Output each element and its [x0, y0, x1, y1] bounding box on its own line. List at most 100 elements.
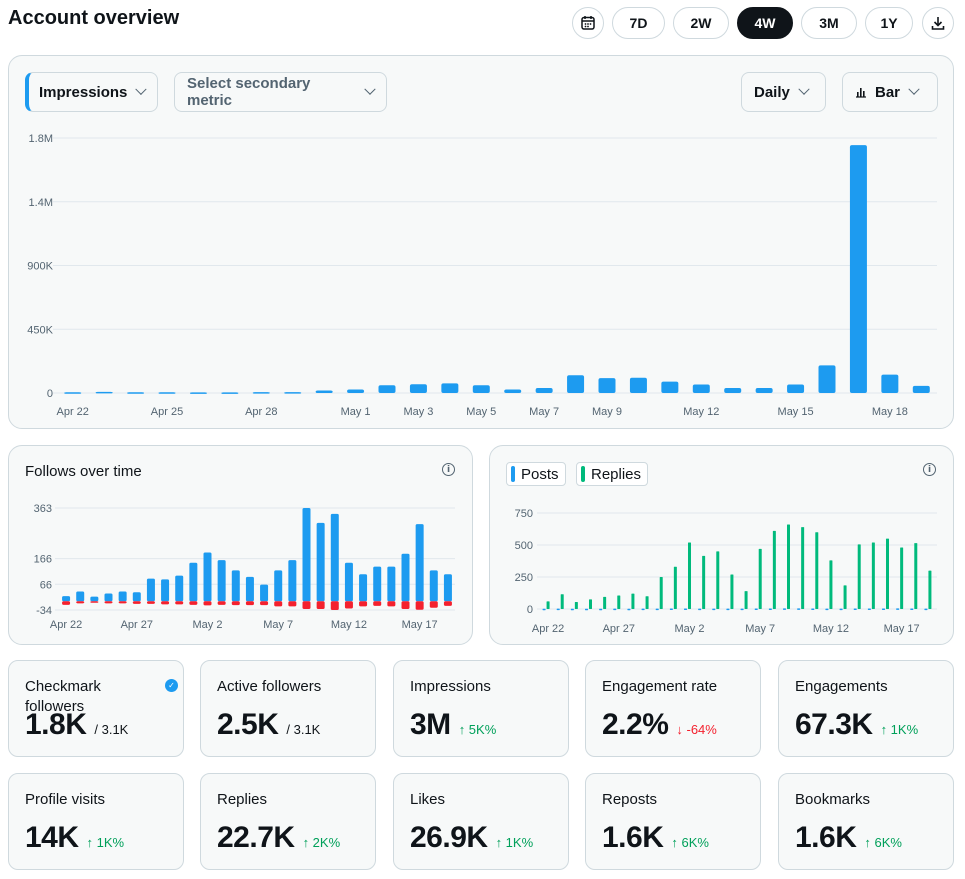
info-icon[interactable]: i — [442, 463, 455, 476]
metric-card-engagements[interactable]: Engagements 67.3K ↑ 1K% — [778, 660, 954, 757]
bar-posts — [698, 608, 702, 611]
chart-type-dropdown[interactable]: Bar — [842, 72, 938, 112]
bar-unfollows — [288, 601, 297, 607]
bar-posts — [740, 608, 744, 611]
chevron-down-icon — [135, 83, 147, 95]
metric-label: Reposts — [602, 791, 658, 808]
range-2w-button[interactable]: 2W — [673, 7, 729, 39]
x-tick-label: Apr 27 — [603, 623, 635, 635]
range-4w-button[interactable]: 4W — [737, 7, 793, 39]
bar-impressions — [629, 377, 647, 393]
bar-replies — [546, 601, 550, 609]
x-tick-label: May 2 — [193, 619, 223, 631]
metric-delta: ↑ 1K% — [495, 835, 534, 850]
metric-card-active-followers[interactable]: Active followers 2.5K / 3.1K — [200, 660, 376, 757]
bar-replies — [900, 547, 904, 609]
bar-follows — [302, 508, 311, 602]
bar-impressions — [472, 385, 490, 393]
bar-unfollows — [62, 601, 71, 605]
legend-posts[interactable]: Posts — [506, 462, 566, 486]
metric-delta: ↑ 1K% — [880, 722, 919, 737]
y-tick-label: 1.4M — [29, 197, 53, 209]
bar-unfollows — [260, 601, 269, 606]
bar-replies — [659, 577, 663, 609]
x-tick-label: Apr 22 — [532, 623, 564, 635]
y-tick-label: -34 — [36, 605, 52, 617]
y-tick-label: 250 — [515, 572, 533, 584]
bar-follows — [359, 574, 368, 602]
bar-follows — [132, 592, 141, 602]
metric-label: Engagements — [795, 678, 888, 695]
bar-impressions — [221, 392, 239, 394]
info-icon[interactable]: i — [923, 463, 936, 476]
y-tick-label: 450K — [27, 324, 53, 336]
y-tick-label: 66 — [40, 579, 52, 591]
calendar-button[interactable] — [572, 7, 604, 39]
bar-follows — [443, 574, 452, 602]
bar-replies — [801, 527, 805, 609]
metric-total: / 3.1K — [94, 722, 129, 737]
interval-dropdown[interactable]: Daily — [741, 72, 826, 112]
metric-delta: ↑ 5K% — [458, 722, 497, 737]
secondary-metric-dropdown[interactable]: Select secondary metric — [174, 72, 387, 112]
metric-card-likes[interactable]: Likes 26.9K ↑ 1K% — [393, 773, 569, 870]
bar-follows — [401, 553, 410, 602]
replies-swatch — [581, 466, 585, 482]
chevron-down-icon — [364, 83, 376, 95]
bar-unfollows — [443, 601, 452, 606]
metric-card-checkmark-followers[interactable]: Checkmark followers ✓ 1.8K / 3.1K — [8, 660, 184, 757]
metric-card-impressions[interactable]: Impressions 3M ↑ 5K% — [393, 660, 569, 757]
metric-card-replies[interactable]: Replies 22.7K ↑ 2K% — [200, 773, 376, 870]
range-3m-button[interactable]: 3M — [801, 7, 857, 39]
range-7d-button[interactable]: 7D — [612, 7, 665, 39]
bar-posts — [684, 608, 687, 610]
bar-posts — [783, 608, 786, 610]
bar-impressions — [378, 385, 396, 393]
bar-follows — [175, 575, 184, 602]
metric-card-reposts[interactable]: Reposts 1.6K ↑ 6K% — [585, 773, 761, 870]
bar-impressions — [535, 388, 553, 393]
bar-replies — [716, 551, 720, 609]
verified-badge-icon: ✓ — [165, 679, 178, 692]
bar-unfollows — [245, 601, 254, 606]
bar-replies — [815, 532, 819, 609]
bar-replies — [829, 560, 833, 609]
metric-card-bookmarks[interactable]: Bookmarks 1.6K ↑ 6K% — [778, 773, 954, 870]
metric-delta: ↑ 1K% — [86, 835, 125, 850]
metric-total: / 3.1K — [286, 722, 321, 737]
metric-label: Bookmarks — [795, 791, 871, 808]
metric-delta: ↑ 2K% — [302, 835, 341, 850]
primary-metric-dropdown[interactable]: Impressions — [25, 72, 158, 112]
metric-value: 2.5K — [217, 708, 279, 741]
bar-replies — [688, 542, 691, 609]
chevron-down-icon — [798, 83, 810, 95]
legend-replies[interactable]: Replies — [576, 462, 649, 486]
bar-replies — [772, 530, 776, 609]
range-1y-button[interactable]: 1Y — [865, 7, 913, 39]
x-tick-label: May 3 — [403, 406, 433, 418]
x-tick-label: May 17 — [402, 619, 438, 631]
bar-replies — [787, 524, 790, 609]
bar-posts — [726, 608, 730, 611]
chevron-down-icon — [908, 83, 920, 95]
bar-unfollows — [189, 601, 198, 605]
x-tick-label: May 7 — [745, 623, 775, 635]
y-tick-label: 500 — [515, 540, 533, 552]
follows-bar-chart: 363 166 66 -34 Apr 22 Apr 27 May 2 May 7 May 12 M… — [34, 503, 455, 631]
metric-delta: ↑ 6K% — [864, 835, 902, 850]
x-tick-label: May 12 — [683, 406, 719, 418]
bar-impressions — [409, 384, 427, 393]
bar-unfollows — [373, 601, 382, 606]
posts-replies-bar-chart: 750 500 250 0 Apr 22 Apr 27 May 2 May 7 May 12 Ma… — [515, 508, 937, 635]
metric-label: Likes — [410, 791, 446, 808]
bar-unfollows — [146, 601, 155, 604]
impressions-chart-card: Impressions Select secondary metric Dail… — [8, 55, 954, 429]
metric-card-engagement-rate[interactable]: Engagement rate 2.2% ↓ -64% — [585, 660, 761, 757]
bar-impressions — [504, 389, 522, 393]
bar-posts — [853, 608, 857, 610]
bar-posts — [882, 608, 885, 610]
download-button[interactable] — [922, 7, 954, 39]
bar-impressions — [127, 392, 145, 394]
bar-posts — [825, 608, 829, 611]
metric-card-profile-visits[interactable]: Profile visits 14K ↑ 1K% — [8, 773, 184, 870]
